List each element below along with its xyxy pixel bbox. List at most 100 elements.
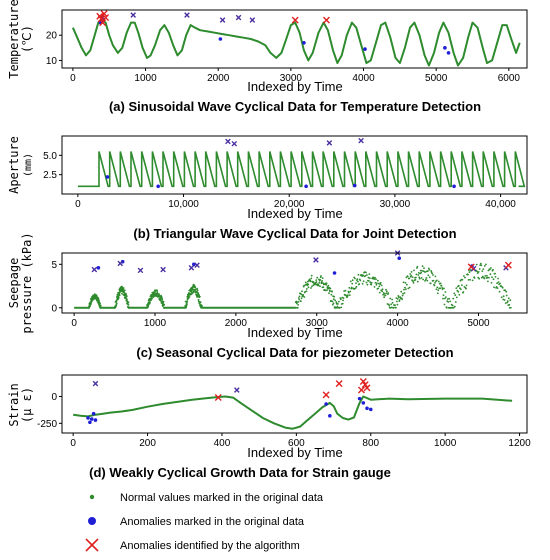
legend-marker-algorithm-anomaly (85, 538, 99, 552)
x-axis-label: Indexed by Time (247, 79, 342, 94)
series-point (496, 282, 498, 284)
series-point (383, 292, 386, 295)
series-point (439, 282, 442, 285)
series-point (198, 294, 201, 296)
y-axis-label-line1: Strain (7, 383, 21, 426)
series-point (197, 292, 200, 294)
panel-frame-temperature (61, 9, 528, 69)
series-point (396, 300, 398, 303)
original-anomaly-point (88, 420, 92, 425)
panel-frame-seepage (61, 252, 528, 314)
series-point (426, 270, 429, 273)
series-point (99, 302, 101, 305)
series-point (451, 306, 454, 309)
series-point (332, 302, 335, 305)
series-point (321, 277, 324, 279)
original-anomaly-point (86, 416, 90, 420)
algorithm-anomaly-marker (322, 391, 330, 399)
series-point (366, 274, 368, 276)
series-point (497, 277, 499, 280)
series-point (367, 276, 370, 279)
unmatched-anomaly-marker (225, 138, 231, 145)
series-point (295, 306, 297, 309)
unmatched-anomaly-marker (117, 260, 124, 267)
series-point (446, 298, 449, 300)
series-line (73, 395, 513, 430)
series-point (325, 282, 328, 285)
series-point (349, 280, 352, 283)
series-point (494, 272, 496, 275)
series-point (481, 270, 484, 272)
series-point (386, 303, 389, 305)
series-point (487, 269, 490, 272)
series-point (427, 267, 430, 270)
series-point (445, 296, 447, 298)
plot-area-strain: 0 200 400 600 800 1000 1200 -250 0 (37, 377, 531, 449)
series-point (420, 271, 423, 274)
series-point (428, 276, 431, 279)
series-point (374, 281, 377, 284)
series-point (125, 295, 128, 298)
series-point (475, 263, 478, 266)
original-anomaly-point (446, 51, 451, 55)
panel-caption: (a) Sinusoidal Wave Cyclical Data for Te… (109, 99, 481, 114)
series-point (486, 274, 488, 277)
series-point (305, 290, 308, 292)
original-anomaly-point (93, 418, 98, 422)
original-anomaly-point (365, 406, 369, 411)
series-point (384, 294, 387, 297)
series-point (500, 285, 502, 287)
x-tick-label: 1000 (134, 73, 157, 84)
algorithm-anomaly-marker (102, 14, 110, 22)
x-tick-label: 20,000 (274, 199, 305, 210)
series-point (436, 279, 438, 282)
series-point (369, 281, 372, 283)
series-point (407, 287, 410, 290)
original-anomaly-point (368, 407, 373, 412)
series-point (389, 297, 392, 300)
series-point (331, 303, 334, 306)
series-point (322, 286, 325, 288)
series-point (390, 303, 393, 306)
series-point (440, 284, 443, 287)
series-point (348, 294, 351, 296)
series-point (128, 306, 131, 309)
series-point (158, 293, 160, 296)
series-point (362, 274, 364, 277)
series-point (388, 304, 391, 307)
series-point (484, 275, 487, 277)
original-anomaly-point (304, 184, 308, 189)
series-point (488, 276, 490, 279)
series-point (434, 275, 437, 278)
x-tick-label: 600 (288, 438, 305, 449)
series-point (118, 294, 121, 297)
original-anomaly-point (324, 402, 328, 406)
series-point (425, 277, 428, 279)
series-point (479, 262, 482, 265)
series-point (398, 299, 401, 301)
series-point (383, 296, 385, 299)
series-point (327, 284, 330, 287)
series-point (375, 278, 377, 281)
series-point (426, 279, 429, 282)
series-point (344, 289, 347, 292)
series-point (149, 301, 151, 304)
series-point (358, 283, 361, 285)
series-point (331, 290, 333, 293)
series-point (461, 278, 464, 281)
unmatched-anomaly-marker (130, 12, 136, 18)
x-tick-label: 0 (71, 318, 77, 329)
series-point (342, 297, 345, 299)
algorithm-anomaly-marker (100, 10, 108, 18)
series-point (423, 267, 425, 269)
series-point (307, 286, 310, 289)
series-point (191, 290, 193, 292)
algorithm-anomaly-marker (335, 380, 343, 388)
series-point (421, 269, 423, 272)
series-point (505, 290, 508, 293)
x-tick-label: 3000 (280, 73, 303, 84)
series-point (379, 281, 382, 284)
y-tick-label: 2.5 (43, 170, 57, 181)
series-point (329, 287, 332, 290)
series-point (334, 299, 337, 302)
